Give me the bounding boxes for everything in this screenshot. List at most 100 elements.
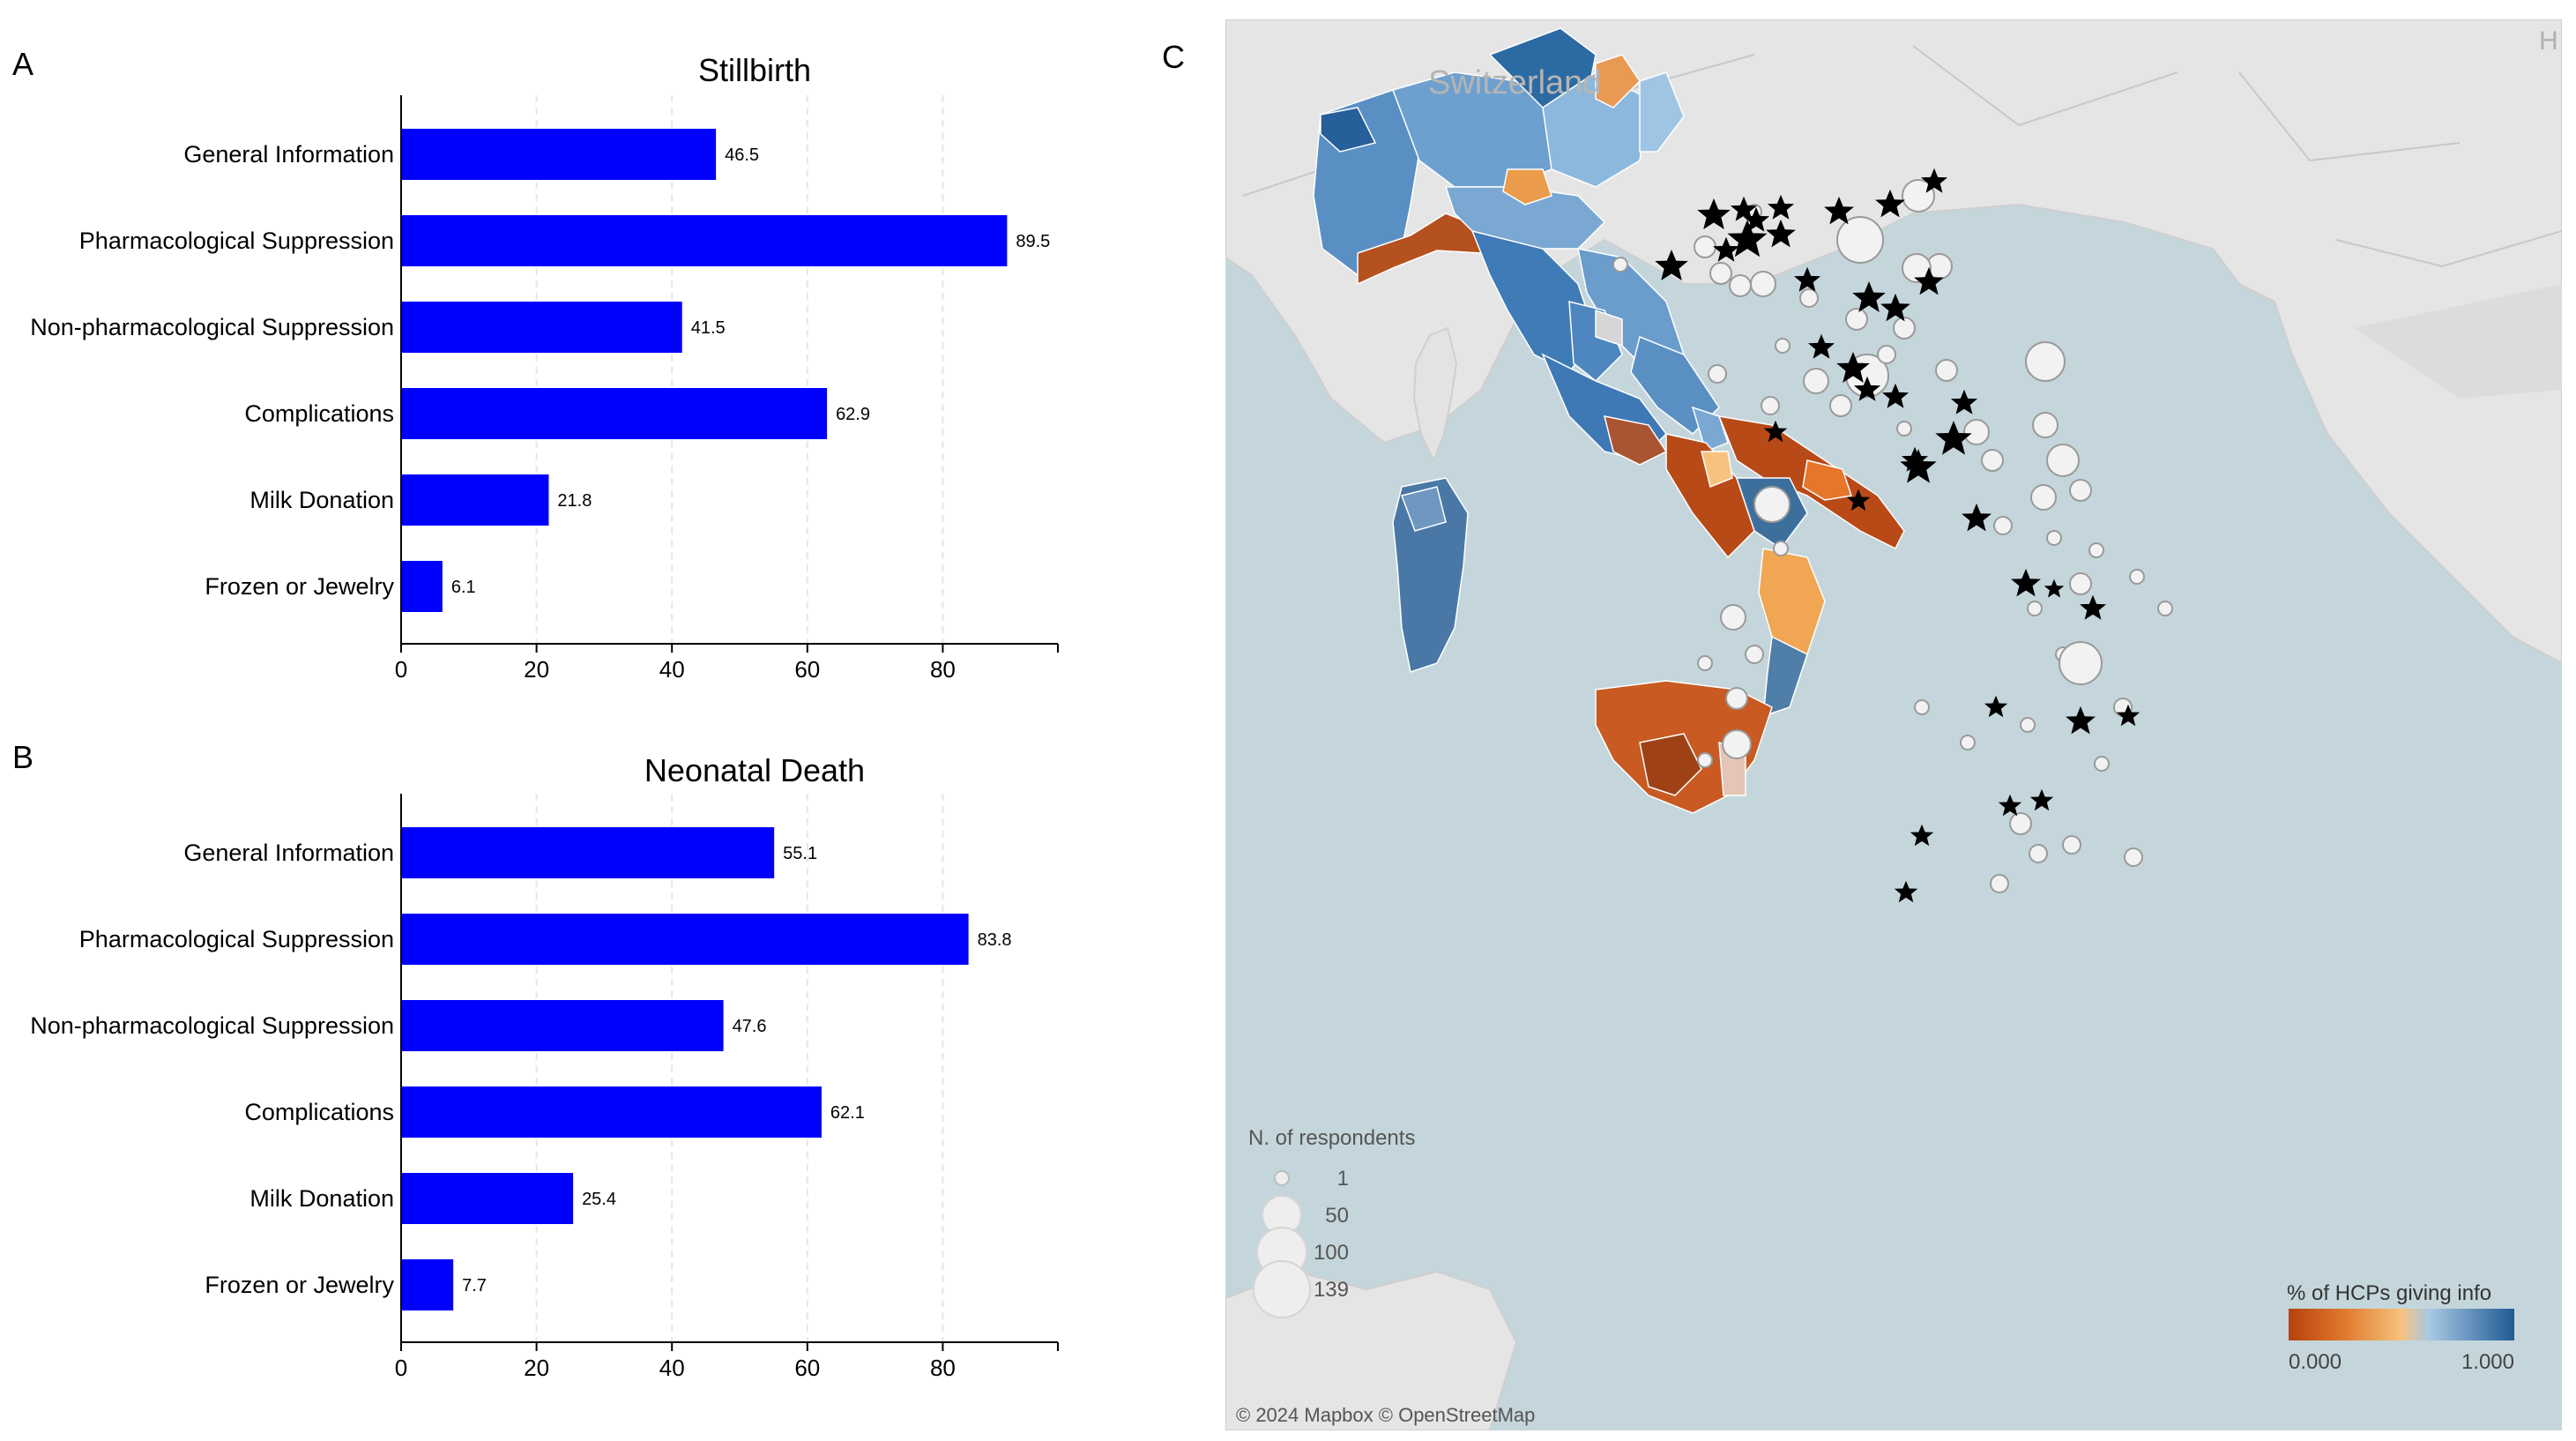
region-calabria-south xyxy=(1762,635,1808,718)
respondent-circle xyxy=(1720,604,1746,631)
respondent-circle xyxy=(1896,421,1912,437)
map-attribution: © 2024 Mapbox © OpenStreetMap xyxy=(1236,1404,1535,1426)
color-legend-max: 1.000 xyxy=(2461,1350,2514,1374)
respondent-circle xyxy=(1960,735,1976,750)
bar xyxy=(401,1259,454,1310)
category-label: Non-pharmacological Suppression xyxy=(30,1012,394,1039)
bar xyxy=(401,1000,724,1051)
respondent-circle xyxy=(2062,835,2081,855)
bar xyxy=(401,827,775,878)
region-sardinia-light xyxy=(1401,486,1447,532)
region-veneto-orange xyxy=(1595,54,1641,108)
region-aosta xyxy=(1320,107,1377,153)
respondent-circle xyxy=(2157,601,2173,616)
region-campania-light xyxy=(1701,451,1733,489)
x-tick-label: 0 xyxy=(395,656,407,683)
category-label: Complications xyxy=(244,400,394,427)
x-tick-label: 80 xyxy=(930,656,956,683)
category-label: Milk Donation xyxy=(249,1185,394,1212)
respondent-circle xyxy=(1725,687,1748,710)
color-legend-min: 0.000 xyxy=(2289,1350,2341,1374)
category-label: Pharmacological Suppression xyxy=(79,926,394,952)
respondent-circle xyxy=(2088,542,2104,558)
respondent-circle xyxy=(1990,874,2009,893)
neonatal-death-bar-chart: Neonatal Death General Information 55.1 Ph… xyxy=(30,752,1059,1381)
color-legend-title: % of HCPs giving info xyxy=(2287,1281,2491,1305)
respondent-circle xyxy=(2069,479,2092,502)
respondent-circle xyxy=(1709,262,1732,285)
respondent-circle xyxy=(1799,288,1819,308)
respondent-circle xyxy=(2046,530,2062,546)
value-label: 41.5 xyxy=(691,318,726,338)
respondent-circle xyxy=(1893,317,1916,340)
respondent-circle xyxy=(1935,359,1958,382)
size-legend-label-139: 139 xyxy=(1314,1278,1349,1302)
x-tick-label: 60 xyxy=(794,1355,820,1381)
bar xyxy=(401,1086,822,1138)
region-apulia-orange xyxy=(1802,459,1852,501)
size-legend-title: N. of respondents xyxy=(1248,1126,1415,1150)
category-label: Frozen or Jewelry xyxy=(205,1272,394,1298)
category-label: Frozen or Jewelry xyxy=(205,573,394,600)
x-tick-label: 60 xyxy=(794,656,820,683)
size-legend: N. of respondents 1 50 100 139 xyxy=(1248,1126,1415,1318)
x-tick-label: 20 xyxy=(524,1355,549,1381)
bar xyxy=(401,388,828,439)
respondent-circle xyxy=(2025,341,2066,382)
respondent-circle xyxy=(1877,345,1896,364)
respondent-circle xyxy=(2059,641,2103,685)
region-emilia-orange xyxy=(1502,168,1552,205)
bar xyxy=(401,215,1008,266)
respondent-circle xyxy=(2029,844,2048,863)
respondent-circle xyxy=(1729,274,1752,297)
category-label: Milk Donation xyxy=(249,487,394,513)
respondent-circle xyxy=(1750,271,1776,297)
category-label: Non-pharmacological Suppression xyxy=(30,314,394,340)
value-label: 62.9 xyxy=(836,405,870,424)
value-label: 83.8 xyxy=(978,930,1012,950)
respondent-circle xyxy=(2094,756,2110,772)
corner-glyph: H xyxy=(2539,26,2558,56)
value-label: 46.5 xyxy=(725,146,759,165)
value-label: 55.1 xyxy=(783,844,817,863)
respondent-circle xyxy=(1993,516,2013,535)
color-legend: % of HCPs giving info 0.000 1.000 xyxy=(2287,1281,2514,1374)
panel-label-b: B xyxy=(12,739,34,775)
respondent-circle xyxy=(1803,368,1829,394)
respondent-circle xyxy=(1845,308,1868,331)
panel-label-a: A xyxy=(12,46,34,82)
x-tick-label: 80 xyxy=(930,1355,956,1381)
size-legend-circle-139 xyxy=(1253,1260,1311,1318)
respondent-circle xyxy=(1981,449,2004,472)
region-molise xyxy=(1691,406,1729,453)
respondent-circle xyxy=(1722,729,1752,759)
respondent-circle xyxy=(1745,645,1764,664)
respondent-circle xyxy=(1697,752,1713,768)
stillbirth-bar-chart: Stillbirth General Information 46.5 Pharma… xyxy=(30,52,1059,683)
respondent-markers xyxy=(1612,168,2173,903)
region-friuli xyxy=(1639,71,1685,153)
respondent-circle xyxy=(1836,216,1884,264)
value-label: 89.5 xyxy=(1016,232,1050,251)
respondent-circle xyxy=(1775,338,1791,354)
region-lazio-brown xyxy=(1603,415,1668,466)
italy-choropleth-map: Switzerland H N. of respondents 1 50 100… xyxy=(1225,19,2562,1430)
category-label: Pharmacological Suppression xyxy=(79,228,394,254)
respondent-circle xyxy=(1902,179,1935,213)
category-label: General Information xyxy=(183,840,394,866)
respondent-circle xyxy=(1612,257,1628,273)
bar xyxy=(401,1173,574,1224)
respondent-circle xyxy=(1963,419,1990,445)
region-campania xyxy=(1665,433,1755,559)
size-legend-label-100: 100 xyxy=(1314,1241,1349,1265)
respondent-circle xyxy=(1761,396,1780,415)
respondent-circle xyxy=(2032,412,2059,438)
chart-title: Neonatal Death xyxy=(644,752,865,788)
respondent-circle xyxy=(1694,235,1716,258)
category-label: General Information xyxy=(183,141,394,168)
respondent-circle xyxy=(2027,601,2043,616)
size-legend-label-1: 1 xyxy=(1337,1167,1349,1191)
bar xyxy=(401,561,443,612)
value-label: 6.1 xyxy=(451,578,476,597)
x-tick-label: 20 xyxy=(524,656,549,683)
